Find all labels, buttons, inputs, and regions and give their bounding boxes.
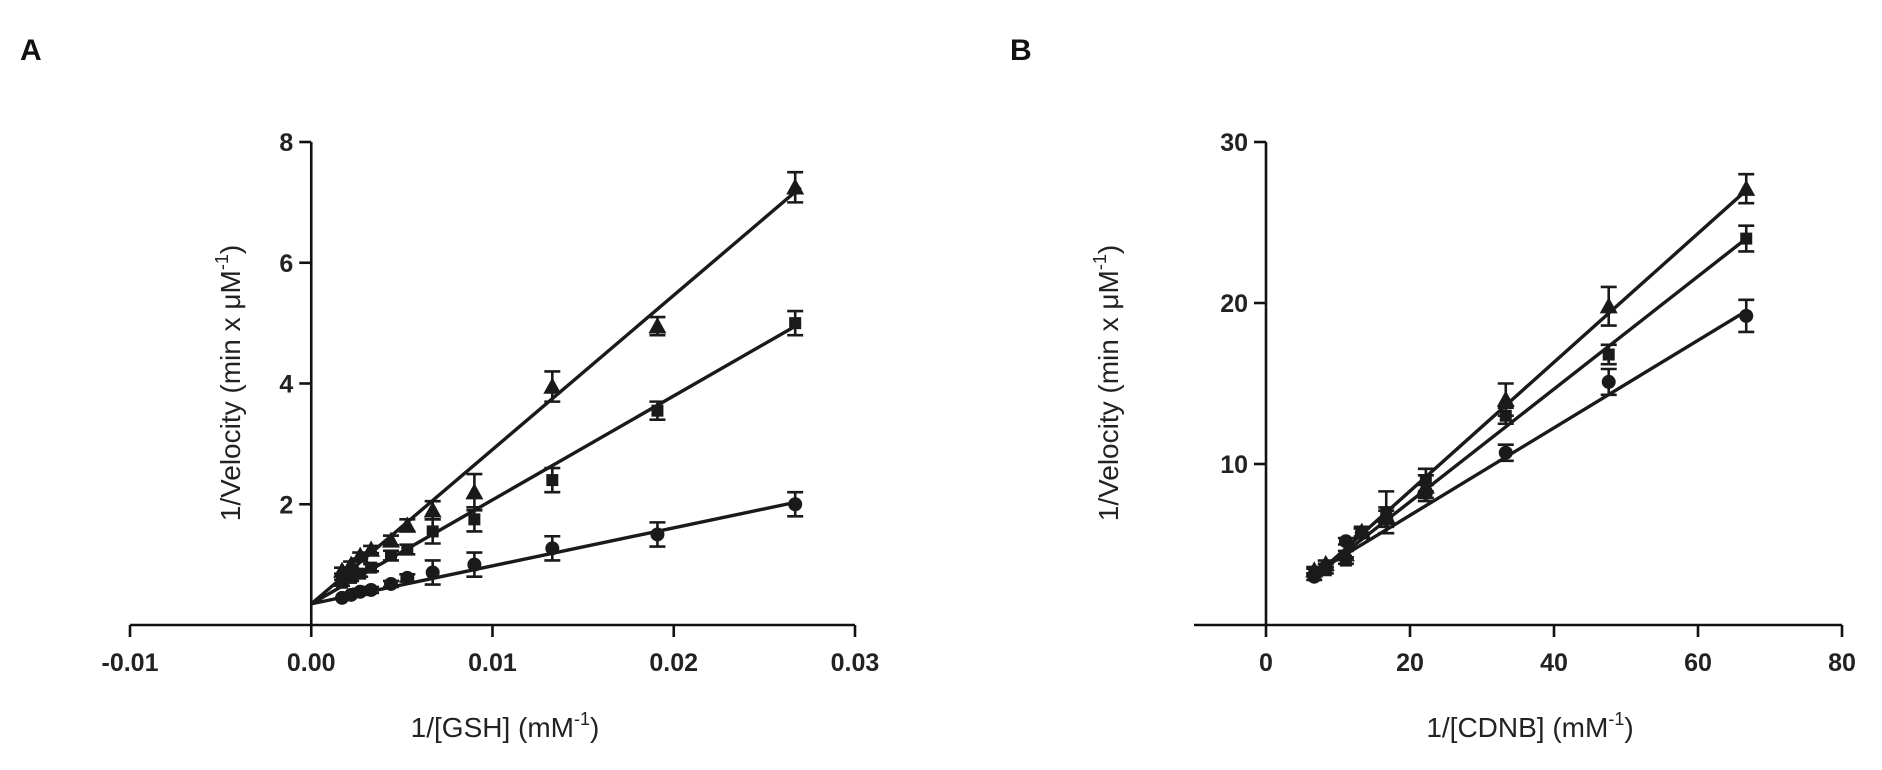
x-tick-label: 0.01: [468, 649, 517, 677]
chart-panel-b: 0 20 40 60 80 10 20 30 1/[CDNB] (mM-1) 1/Velocity…: [1090, 129, 1856, 743]
data-point-circle: [353, 584, 368, 599]
y-tick-label: 20: [1220, 290, 1248, 318]
data-point-triangle: [648, 317, 667, 334]
data-point-circle: [1498, 445, 1513, 460]
data-point-triangle: [1316, 554, 1335, 572]
data-point-triangle: [382, 531, 400, 548]
fit-line-square: [1313, 237, 1748, 579]
data-point-triangle: [1305, 561, 1324, 578]
data-point-triangle: [465, 483, 484, 500]
fit-line-triangle: [1313, 189, 1748, 578]
data-point-square: [1602, 348, 1615, 361]
data-point-triangle: [1336, 545, 1355, 562]
data-point-triangle: [423, 501, 442, 518]
fit-line-triangle: [310, 185, 802, 606]
y-tick-label: 8: [279, 129, 293, 157]
x-tick-label: 40: [1540, 649, 1568, 677]
fit-line-square: [310, 321, 802, 606]
y-tick-label: 6: [279, 250, 293, 278]
data-point-triangle: [1496, 390, 1515, 407]
data-point-triangle: [333, 561, 352, 578]
panel-label-b: B: [1010, 34, 1032, 67]
x-tick-label: 60: [1684, 649, 1712, 677]
x-axis-label: 1/[CDNB] (mM-1): [1426, 709, 1633, 743]
y-axis-label: 1/Velocity (min x μM-1): [212, 245, 246, 521]
data-point-circle: [467, 557, 482, 572]
data-point-triangle: [1377, 506, 1396, 523]
data-point-circle: [384, 576, 398, 591]
data-point-circle: [650, 527, 665, 542]
data-point-triangle: [362, 540, 381, 557]
data-point-square: [1740, 232, 1753, 245]
y-tick-label: 10: [1220, 451, 1248, 479]
x-tick-label: 0.02: [649, 649, 698, 677]
data-point-square: [789, 317, 802, 330]
x-tick-label: 20: [1396, 649, 1424, 677]
data-point-square: [651, 404, 664, 417]
y-axis-label: 1/Velocity (min x μM-1): [1090, 245, 1124, 521]
data-point-triangle: [786, 178, 805, 195]
data-point-triangle: [1416, 477, 1435, 494]
x-tick-label: 0.00: [287, 649, 336, 677]
data-point-square: [468, 513, 481, 526]
data-point-square: [365, 561, 378, 574]
data-point-circle: [1739, 308, 1754, 323]
data-point-triangle: [543, 377, 562, 394]
data-point-triangle: [1352, 522, 1371, 539]
x-tick-label: 0.03: [831, 649, 880, 677]
data-point-square: [401, 543, 414, 556]
data-point-triangle: [398, 516, 417, 533]
panel-label-a: A: [20, 34, 42, 67]
data-point-square: [546, 474, 559, 487]
data-point-circle: [400, 570, 415, 585]
data-point-circle: [425, 565, 440, 580]
x-axis-label: 1/[GSH] (mM-1): [411, 709, 600, 743]
data-point-triangle: [1599, 297, 1618, 314]
data-point-triangle: [1737, 179, 1756, 196]
data-point-triangle: [351, 546, 370, 563]
x-tick-label: -0.01: [102, 649, 159, 677]
data-point-circle: [364, 582, 379, 597]
data-point-circle: [788, 497, 803, 512]
y-tick-label: 30: [1220, 129, 1248, 157]
y-tick-label: 2: [279, 491, 293, 519]
x-tick-label: 80: [1828, 649, 1856, 677]
chart-panel-a: -0.01 0.00 0.01 0.02 0.03 2 4 6 8 1/[GSH] (mM-1) 1…: [102, 129, 880, 743]
data-point-square: [385, 549, 397, 562]
y-tick-label: 4: [279, 371, 293, 399]
data-point-circle: [1601, 374, 1616, 389]
data-point-triangle: [342, 555, 361, 572]
data-point-circle: [545, 541, 560, 556]
x-tick-label: 0: [1259, 649, 1273, 677]
data-point-square: [426, 525, 439, 538]
